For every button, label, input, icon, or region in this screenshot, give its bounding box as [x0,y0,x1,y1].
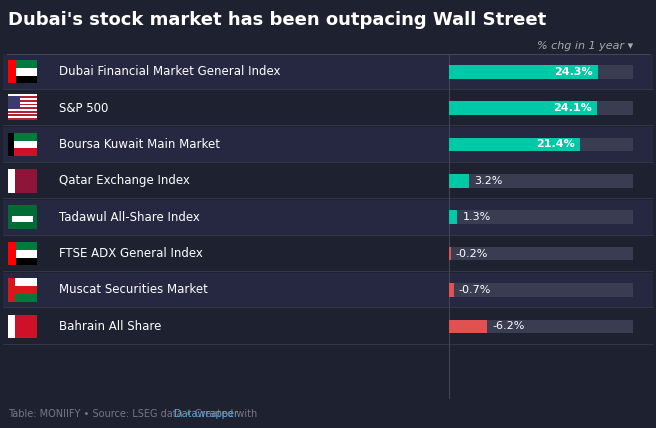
FancyBboxPatch shape [8,96,20,109]
FancyBboxPatch shape [12,216,33,222]
FancyBboxPatch shape [449,283,454,297]
FancyBboxPatch shape [3,200,653,235]
FancyBboxPatch shape [8,315,15,338]
FancyBboxPatch shape [16,60,37,68]
Text: Dubai's stock market has been outpacing Wall Street: Dubai's stock market has been outpacing … [8,11,546,29]
Text: -0.2%: -0.2% [456,249,488,259]
FancyBboxPatch shape [15,315,37,338]
FancyBboxPatch shape [449,211,457,224]
FancyBboxPatch shape [449,138,633,152]
FancyBboxPatch shape [8,149,37,156]
Text: Dubai Financial Market General Index: Dubai Financial Market General Index [59,65,281,78]
FancyBboxPatch shape [8,278,15,302]
FancyBboxPatch shape [16,250,37,258]
FancyBboxPatch shape [16,258,37,265]
Text: 1.3%: 1.3% [462,212,491,222]
FancyBboxPatch shape [3,309,653,344]
FancyBboxPatch shape [449,138,581,152]
FancyBboxPatch shape [8,205,37,229]
Text: 24.1%: 24.1% [553,103,592,113]
FancyBboxPatch shape [8,109,37,111]
FancyBboxPatch shape [16,76,37,83]
FancyBboxPatch shape [15,286,37,294]
FancyBboxPatch shape [8,60,16,83]
Text: FTSE ADX General Index: FTSE ADX General Index [59,247,203,260]
FancyBboxPatch shape [15,294,37,302]
FancyBboxPatch shape [449,319,633,333]
FancyBboxPatch shape [449,174,633,187]
FancyBboxPatch shape [8,133,37,140]
FancyBboxPatch shape [449,65,598,79]
Text: Boursa Kuwait Main Market: Boursa Kuwait Main Market [59,138,220,151]
FancyBboxPatch shape [8,116,37,118]
FancyBboxPatch shape [8,169,15,193]
FancyBboxPatch shape [8,105,37,107]
Text: Table: MONIIFY • Source: LSEG data • Created with: Table: MONIIFY • Source: LSEG data • Cre… [8,409,260,419]
FancyBboxPatch shape [449,247,633,260]
Text: % chg in 1 year ▾: % chg in 1 year ▾ [537,42,633,51]
FancyBboxPatch shape [15,169,37,193]
Text: -6.2%: -6.2% [493,321,525,331]
Text: Muscat Securities Market: Muscat Securities Market [59,283,208,297]
FancyBboxPatch shape [8,95,37,96]
FancyBboxPatch shape [8,242,16,265]
Text: 21.4%: 21.4% [537,140,575,149]
Text: -0.7%: -0.7% [459,285,491,295]
FancyBboxPatch shape [16,68,37,76]
FancyBboxPatch shape [8,133,14,156]
FancyBboxPatch shape [3,91,653,125]
Text: Datawrapper: Datawrapper [174,409,238,419]
FancyBboxPatch shape [449,65,633,79]
FancyBboxPatch shape [449,101,633,115]
FancyBboxPatch shape [8,98,37,100]
FancyBboxPatch shape [449,211,633,224]
FancyBboxPatch shape [449,247,451,260]
Text: Bahrain All Share: Bahrain All Share [59,320,161,333]
FancyBboxPatch shape [3,163,653,198]
FancyBboxPatch shape [3,236,653,271]
FancyBboxPatch shape [3,273,653,307]
Text: Tadawul All-Share Index: Tadawul All-Share Index [59,211,200,224]
FancyBboxPatch shape [449,101,597,115]
Text: 24.3%: 24.3% [554,67,593,77]
Text: S&P 500: S&P 500 [59,101,108,115]
FancyBboxPatch shape [8,102,37,104]
FancyBboxPatch shape [8,96,37,120]
Text: 3.2%: 3.2% [474,176,502,186]
FancyBboxPatch shape [449,174,469,187]
FancyBboxPatch shape [449,319,487,333]
FancyBboxPatch shape [3,127,653,162]
FancyBboxPatch shape [16,242,37,250]
Text: Qatar Exchange Index: Qatar Exchange Index [59,174,190,187]
FancyBboxPatch shape [8,140,37,149]
FancyBboxPatch shape [449,283,633,297]
FancyBboxPatch shape [8,113,37,114]
FancyBboxPatch shape [3,54,653,89]
FancyBboxPatch shape [15,278,37,286]
